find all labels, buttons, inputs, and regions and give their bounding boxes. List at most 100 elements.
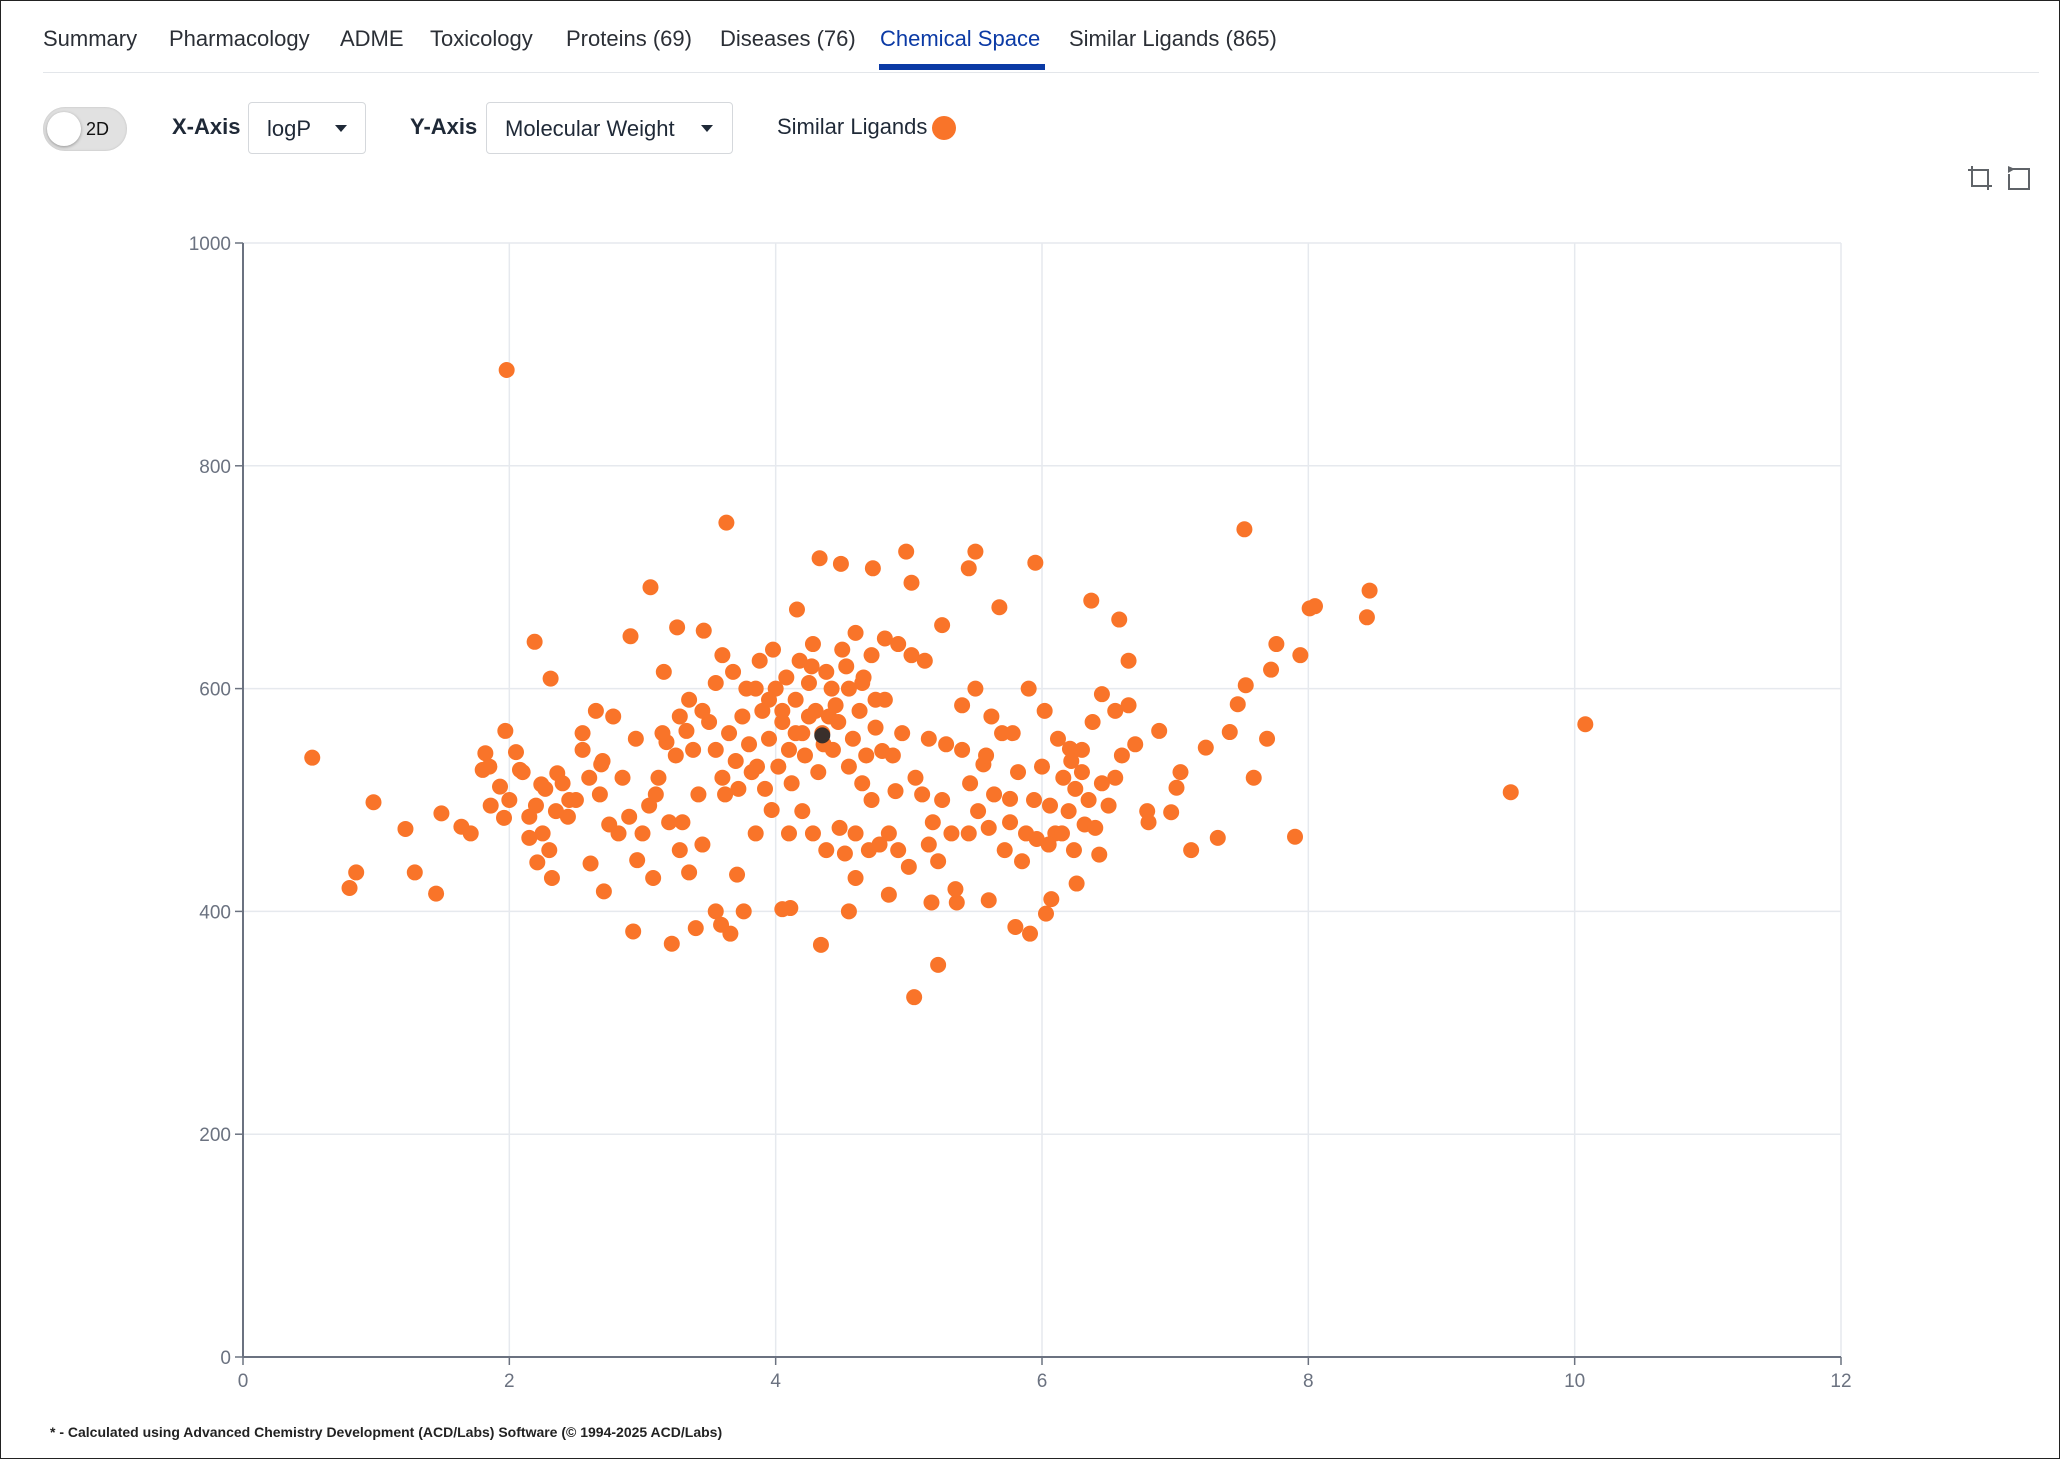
data-point [1140, 814, 1157, 831]
x-axis-select-value: logP [267, 116, 312, 141]
data-point [741, 736, 758, 753]
data-point [605, 708, 622, 725]
data-point [614, 769, 631, 786]
data-point [574, 725, 591, 742]
data-point [1002, 814, 1019, 831]
data-point [718, 514, 735, 531]
tab-summary[interactable]: Summary [43, 26, 138, 51]
data-point [854, 775, 871, 792]
y-axis-select-value: Molecular Weight [505, 116, 675, 141]
data-point [1053, 825, 1070, 842]
data-point [906, 989, 923, 1006]
data-point [1263, 661, 1280, 678]
data-point [621, 808, 638, 825]
data-point [783, 775, 800, 792]
tab-pharmacology[interactable]: Pharmacology [169, 26, 310, 51]
data-point [938, 736, 955, 753]
data-point [907, 769, 924, 786]
data-point [831, 819, 848, 836]
x-tick-label: 8 [1303, 1371, 1314, 1392]
data-point [840, 680, 857, 697]
data-point [763, 802, 780, 819]
data-point [844, 730, 861, 747]
x-axis-select[interactable]: logP [248, 102, 366, 154]
dimension-toggle[interactable]: 2D [43, 107, 127, 151]
data-point [1055, 769, 1072, 786]
data-point [890, 842, 907, 859]
data-point [887, 783, 904, 800]
data-point [542, 670, 559, 687]
chart-toolbar: 2D X-Axis logP Y-Axis Molecular Weight S… [0, 100, 2060, 160]
data-point [1237, 677, 1254, 694]
data-point [774, 702, 791, 719]
data-point [1229, 696, 1246, 713]
data-point [1107, 702, 1124, 719]
tab-adme[interactable]: ADME [340, 26, 404, 51]
data-point [1151, 722, 1168, 739]
legend-label[interactable]: Similar Ligands [777, 114, 928, 139]
data-point [1041, 797, 1058, 814]
data-point [304, 749, 321, 766]
data-point [1093, 775, 1110, 792]
data-point [884, 747, 901, 764]
data-point [501, 792, 518, 808]
data-point [541, 842, 558, 859]
data-point [761, 691, 778, 708]
data-point [743, 764, 760, 781]
data-point [667, 747, 684, 764]
data-point [834, 641, 851, 658]
data-point [832, 555, 849, 572]
data-point [669, 619, 686, 636]
data-point [847, 825, 864, 842]
data-point [880, 825, 897, 842]
data-point [962, 775, 979, 792]
tab-chemical-space[interactable]: Chemical Space [880, 26, 1041, 51]
data-point [943, 825, 960, 842]
data-point [729, 866, 746, 883]
chart-axes [235, 242, 1842, 1365]
x-tick-label: 0 [238, 1371, 249, 1392]
data-point [791, 652, 808, 669]
y-tick-label: 0 [220, 1348, 231, 1369]
data-point [867, 719, 884, 736]
data-point [492, 778, 509, 795]
data-point [428, 885, 445, 902]
data-point [923, 894, 940, 911]
data-point [934, 792, 951, 808]
x-tick-label: 2 [504, 1371, 515, 1392]
data-point [406, 864, 423, 881]
data-point [722, 925, 739, 942]
data-point [1502, 784, 1519, 801]
data-point [876, 630, 893, 647]
y-axis-select[interactable]: Molecular Weight [486, 102, 733, 154]
data-point [462, 825, 479, 842]
highlighted-data-point [814, 727, 831, 744]
data-point [1010, 764, 1027, 781]
data-point [594, 753, 611, 770]
data-point [1022, 925, 1039, 942]
data-point [986, 786, 1003, 803]
data-point [780, 741, 797, 758]
crop-zoom-icon[interactable] [1966, 163, 1996, 193]
zoom-reset-icon[interactable] [2004, 163, 2034, 193]
data-point [903, 647, 920, 664]
data-point [514, 764, 531, 781]
data-point [794, 803, 811, 820]
data-point [642, 579, 659, 596]
data-point [1068, 875, 1085, 892]
data-point [824, 741, 841, 758]
data-point [1168, 779, 1185, 796]
tab-similar-ligands[interactable]: Similar Ligands (865) [1069, 26, 1277, 51]
tab-proteins[interactable]: Proteins (69) [566, 26, 692, 51]
data-point [1292, 647, 1309, 664]
x-tick-label: 10 [1564, 1371, 1585, 1392]
tab-toxicology[interactable]: Toxicology [430, 26, 533, 51]
tab-diseases[interactable]: Diseases (76) [720, 26, 856, 51]
data-point [1063, 753, 1080, 770]
data-point [980, 819, 997, 836]
data-point [433, 805, 450, 822]
data-point [681, 864, 698, 881]
active-tab-indicator [879, 64, 1045, 70]
data-point [810, 764, 827, 781]
data-point [681, 691, 698, 708]
